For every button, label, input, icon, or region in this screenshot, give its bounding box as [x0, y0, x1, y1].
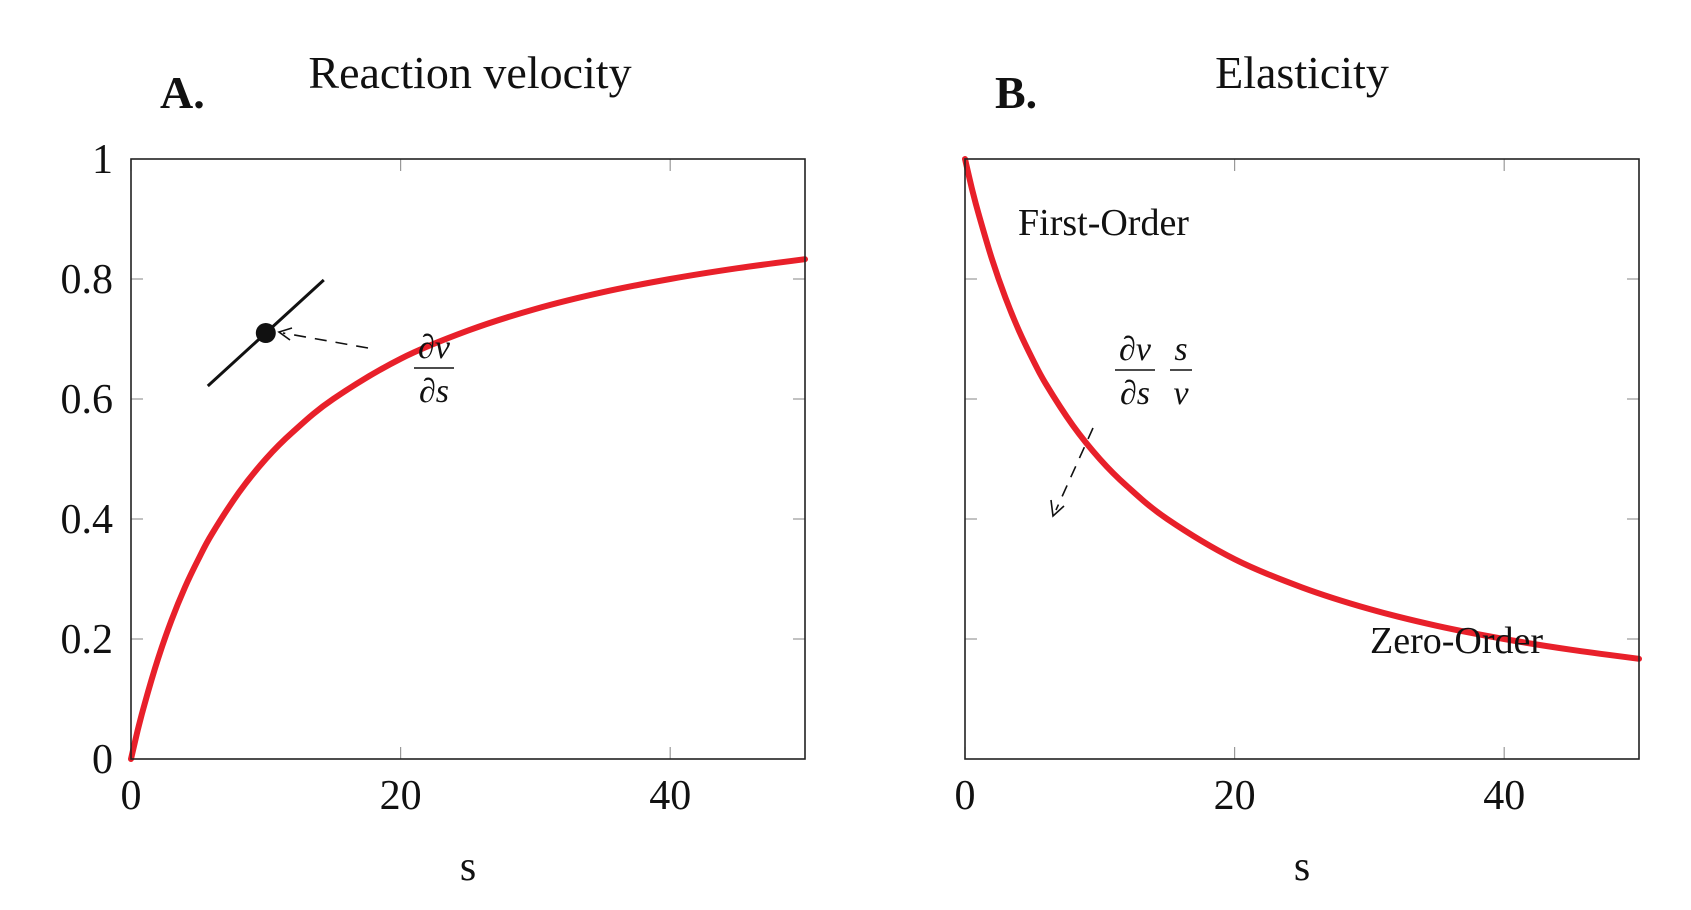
annotation-arrow-a — [282, 332, 369, 349]
panel-a-title: Reaction velocity — [308, 47, 631, 98]
annotation-fraction-a: ∂v ∂s — [414, 329, 454, 410]
panel-b: B. Elasticity 0 20 40 First-Order Zero-Ord… — [955, 47, 1642, 890]
fraction-b2-numerator: s — [1174, 331, 1187, 368]
panel-b-elasticity-curve — [962, 156, 1642, 662]
panel-b-title: Elasticity — [1215, 47, 1389, 98]
panel-a-yticks: 0 0.2 0.4 0.6 0.8 1 — [61, 137, 805, 783]
panel-a-letter: A. — [160, 67, 205, 118]
panel-b-yticks — [965, 278, 1639, 640]
panel-a-xticks: 0 20 40 — [121, 159, 691, 819]
x-tick-label: 20 — [380, 773, 422, 819]
panel-a-xlabel: s — [460, 844, 476, 890]
fraction-a-denominator: ∂s — [419, 373, 449, 410]
fraction-b1-denominator: ∂s — [1120, 375, 1150, 412]
x-tick-label: 0 — [955, 773, 976, 819]
zero-order-label: Zero-Order — [1370, 620, 1543, 662]
y-tick-label: 0.6 — [61, 377, 114, 423]
y-tick-label: 1 — [92, 137, 113, 183]
arrow-head-a — [277, 327, 293, 341]
y-tick-label: 0.8 — [61, 257, 114, 303]
first-order-label: First-Order — [1018, 202, 1189, 244]
annotation-arrow-b — [1055, 427, 1094, 511]
arrow-head-b — [1050, 499, 1065, 518]
x-tick-label: 0 — [121, 773, 142, 819]
fraction-b1-numerator: ∂v — [1119, 331, 1152, 368]
panel-a-axes — [130, 158, 806, 760]
panel-b-axes — [964, 158, 1640, 760]
panel-b-letter: B. — [995, 67, 1037, 118]
x-tick-label: 40 — [649, 773, 691, 819]
y-tick-label: 0.2 — [61, 617, 114, 663]
panel-a-velocity-curve — [128, 256, 808, 762]
fraction-b2-denominator: v — [1173, 375, 1189, 412]
panel-b-xticks: 0 20 40 — [955, 159, 1525, 819]
annotation-fraction-b: ∂v ∂s s v — [1115, 331, 1192, 412]
y-tick-label: 0 — [92, 737, 113, 783]
tangent-point-marker — [255, 323, 276, 343]
x-tick-label: 40 — [1483, 773, 1525, 819]
y-tick-label: 0.4 — [61, 497, 114, 543]
panel-a: A. Reaction velocity 0 20 40 0 0.2 0.4 0.6 0.8… — [61, 47, 808, 890]
fraction-a-numerator: ∂v — [418, 329, 451, 366]
panel-b-xlabel: s — [1294, 844, 1310, 890]
x-tick-label: 20 — [1214, 773, 1256, 819]
